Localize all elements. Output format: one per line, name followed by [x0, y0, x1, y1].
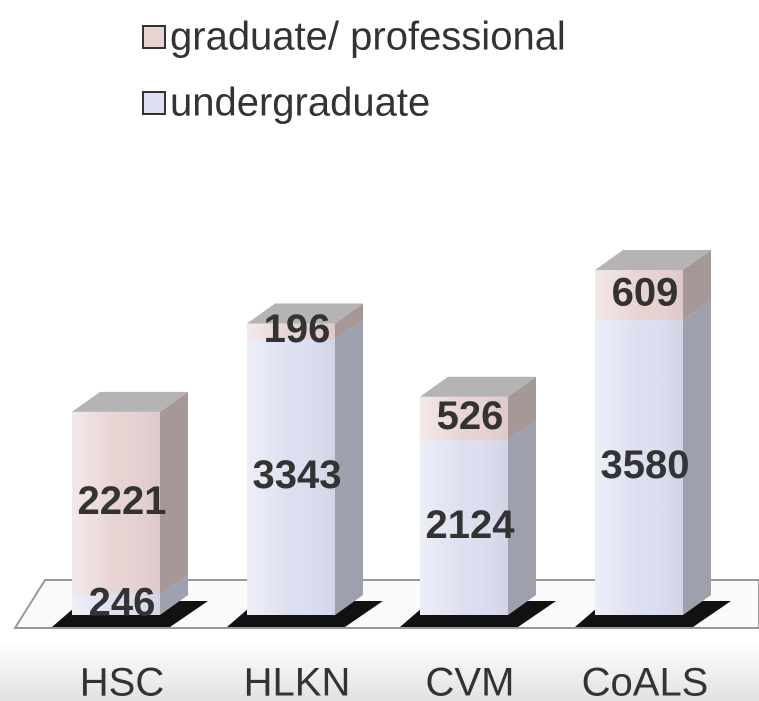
bar-side-shade — [160, 574, 188, 615]
bar-side — [160, 391, 188, 595]
data-label: 609 — [612, 271, 679, 315]
legend-label: graduate/ professional — [170, 15, 566, 59]
x-tick-label: CoALS — [582, 661, 709, 701]
legend-swatch — [142, 25, 166, 49]
bar-gloss — [420, 440, 508, 615]
data-label: 196 — [264, 307, 331, 351]
bar-side-shade — [335, 319, 363, 615]
bar-gloss — [420, 396, 508, 441]
floor — [13, 579, 759, 629]
x-tick-label: HLKN — [244, 661, 351, 701]
legend-label: undergraduate — [170, 81, 430, 125]
bar-top — [72, 391, 188, 412]
bar-side-shade — [683, 250, 711, 321]
bar-gloss — [595, 320, 683, 615]
bar-side — [508, 420, 536, 615]
bar-gloss — [72, 594, 160, 615]
bar-top — [420, 376, 536, 397]
legend-swatch — [142, 91, 166, 115]
bottom-band — [0, 640, 759, 701]
bar-top — [247, 303, 363, 324]
data-label: 3580 — [601, 443, 690, 487]
bar-side — [508, 376, 536, 441]
bar-side-shade — [683, 300, 711, 615]
bar-side-shade — [508, 376, 536, 441]
bar-side — [160, 574, 188, 615]
bars: 246 2221 HSC 3343 196 HLKN 2124 526 CVM 3580 609 Co… — [52, 250, 731, 701]
bar-side-shade — [335, 303, 363, 340]
bar-side — [335, 303, 363, 340]
data-label: 2221 — [78, 479, 167, 523]
bar-side-shade — [160, 391, 188, 595]
bar-gloss — [247, 339, 335, 615]
data-label: 246 — [89, 580, 156, 624]
data-label: 526 — [437, 394, 504, 438]
data-label: 2124 — [426, 503, 516, 547]
bar-side — [683, 300, 711, 615]
bar-side — [335, 319, 363, 615]
legend: graduate/ professional undergraduate — [142, 15, 566, 125]
bar-gloss — [247, 323, 335, 340]
bar-gloss — [595, 270, 683, 321]
bar-side-shade — [508, 420, 536, 615]
bar-side — [683, 250, 711, 321]
x-tick-label: CVM — [426, 661, 515, 701]
bar-gloss — [72, 411, 160, 595]
data-label: 3343 — [253, 453, 342, 497]
bar-top — [595, 250, 711, 270]
x-tick-label: HSC — [80, 661, 164, 701]
